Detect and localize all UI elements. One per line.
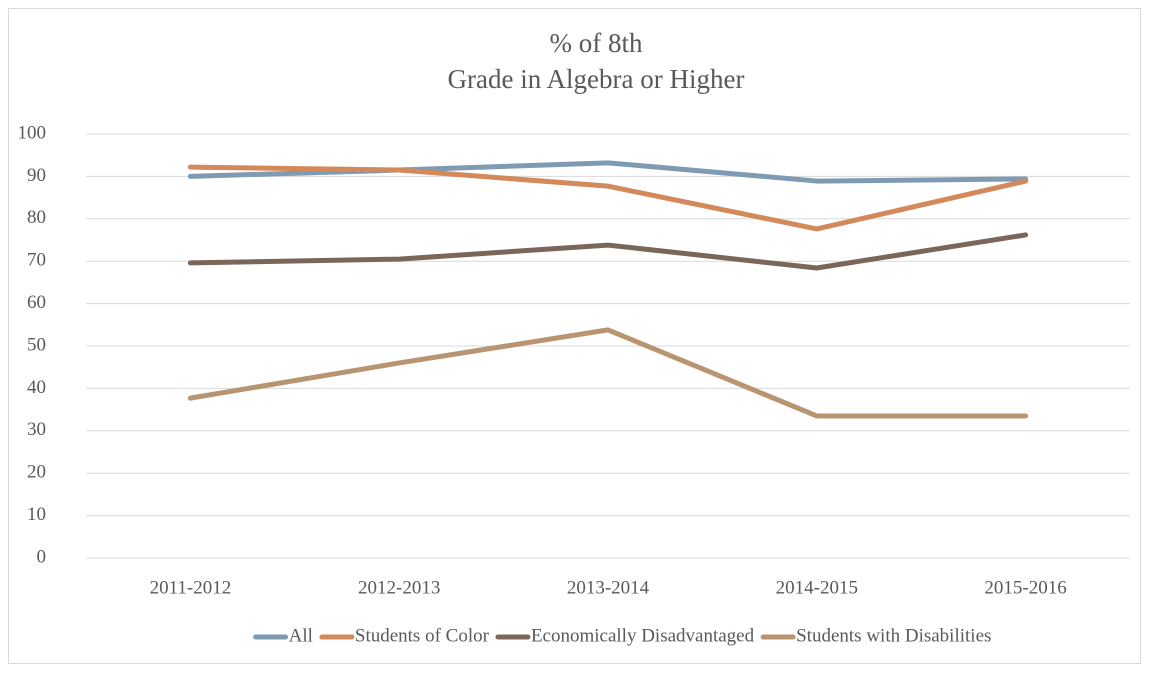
series-line <box>187 327 1029 419</box>
legend-label: All <box>289 625 313 646</box>
chart-title: % of 8th <box>550 28 643 58</box>
x-tick-label: 2015-2016 <box>984 577 1066 598</box>
series-line <box>187 232 1029 271</box>
y-tick-label: 30 <box>27 419 46 440</box>
x-tick-label: 2013-2014 <box>567 577 650 598</box>
chart-title: Grade in Algebra or Higher <box>448 64 745 94</box>
legend-label: Students of Color <box>355 625 490 646</box>
y-tick-label: 60 <box>27 292 46 313</box>
y-tick-label: 90 <box>27 165 46 186</box>
y-tick-label: 20 <box>27 462 46 483</box>
series-line <box>187 160 1029 184</box>
y-tick-label: 40 <box>27 377 46 398</box>
y-tick-label: 70 <box>27 250 46 271</box>
legend-label: Economically Disadvantaged <box>531 625 755 646</box>
y-tick-label: 10 <box>27 504 46 525</box>
y-tick-label: 50 <box>27 334 46 355</box>
x-tick-label: 2012-2013 <box>358 577 440 598</box>
x-tick-label: 2011-2012 <box>150 577 232 598</box>
series-line <box>187 164 1029 232</box>
y-tick-label: 0 <box>37 546 47 567</box>
y-tick-label: 100 <box>18 122 47 143</box>
legend-label: Students with Disabilities <box>796 625 991 646</box>
x-tick-label: 2014-2015 <box>776 577 858 598</box>
y-tick-label: 80 <box>27 207 46 228</box>
